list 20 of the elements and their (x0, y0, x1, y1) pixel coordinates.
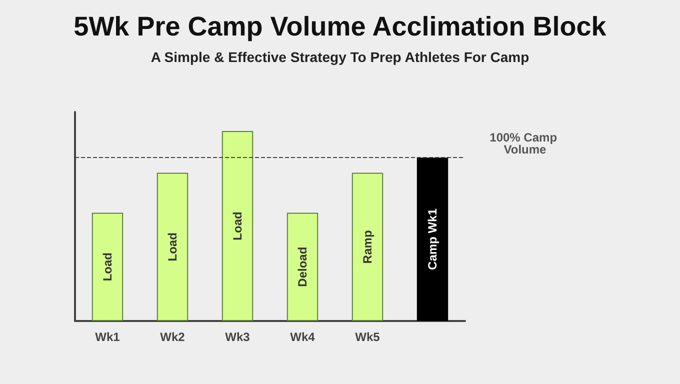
ref-line-label: 100% Camp Volume (490, 130, 560, 157)
annotation: Load (100, 252, 114, 282)
x-tick-label: Wk1 (95, 330, 120, 344)
x-tick-label: Wk4 (290, 330, 316, 344)
annotation: Load (230, 212, 244, 240)
bar (222, 131, 254, 321)
bar (416, 158, 448, 321)
chart-title: 5Wk Pre Camp Volume Acclimation Block (74, 12, 608, 42)
bar (286, 212, 318, 321)
annotation: Load (166, 232, 180, 262)
annotation: Camp Wk1 (426, 208, 440, 270)
annotation: Deload (296, 246, 310, 287)
bar (156, 172, 188, 321)
x-tick-label: Wk5 (355, 330, 380, 344)
x-tick-label: Wk2 (160, 330, 186, 344)
x-tick-label: Wk3 (225, 330, 250, 344)
chart-subtitle: A Simple & Effective Strategy To Prep Athletes For Camp (150, 49, 530, 65)
bar (352, 172, 384, 321)
annotation: Ramp (360, 230, 374, 264)
bar (92, 212, 124, 321)
